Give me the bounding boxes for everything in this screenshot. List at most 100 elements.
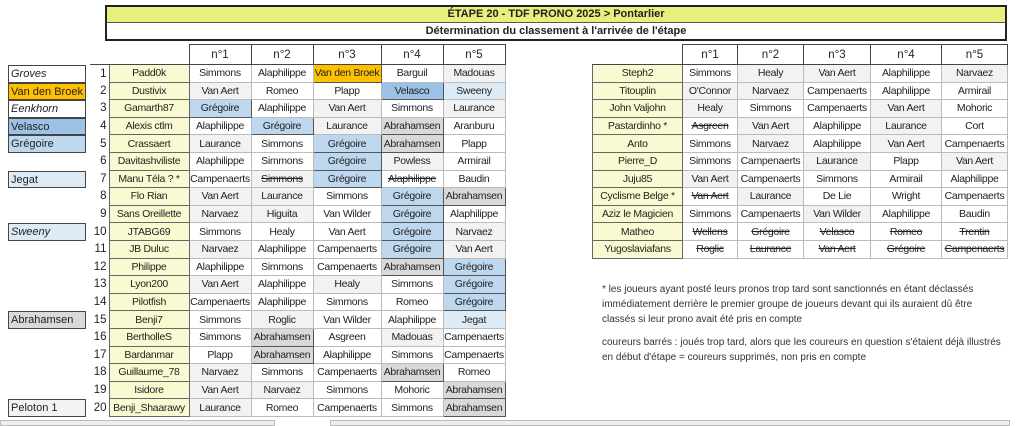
pick-cell[interactable]: Simmons — [682, 64, 738, 83]
pick-cell[interactable]: Van Aert — [870, 134, 942, 153]
pick-cell[interactable]: Simmons — [312, 292, 382, 312]
pick-cell[interactable]: Campenaerts — [188, 169, 252, 189]
pick-cell[interactable]: Asgreen — [312, 327, 382, 347]
pick-cell[interactable]: Cort — [941, 116, 1008, 136]
pick-cell[interactable]: Alaphilippe — [870, 64, 942, 83]
pick-cell[interactable]: Van Aert — [188, 187, 252, 206]
pick-cell[interactable]: Sweeny — [442, 81, 506, 101]
pick-cell[interactable]: Alaphilippe — [803, 134, 871, 153]
pick-cell[interactable]: Laurance — [737, 239, 804, 259]
pick-cell[interactable]: Simmons — [188, 222, 252, 241]
pick-cell[interactable]: Abrahamsen — [380, 257, 444, 277]
pick-cell[interactable]: Simmons — [250, 363, 314, 382]
pick-cell[interactable]: Romeo — [870, 222, 942, 241]
pick-cell[interactable]: Alaphilippe — [803, 116, 871, 136]
pick-cell[interactable]: Narvaez — [737, 81, 804, 101]
pick-cell[interactable]: Higuita — [250, 204, 314, 224]
pick-cell[interactable]: Van Aert — [188, 81, 252, 101]
pick-cell[interactable]: Simmons — [312, 380, 382, 400]
pick-cell[interactable]: Wellens — [682, 222, 738, 241]
pick-cell[interactable]: Alaphilippe — [380, 169, 444, 189]
pick-cell[interactable]: Narvaez — [188, 204, 252, 224]
pick-cell[interactable]: Campenaerts — [312, 363, 382, 382]
pick-cell[interactable]: Abrahamsen — [250, 327, 314, 347]
pick-cell[interactable]: Alaphilippe — [870, 81, 942, 101]
pick-cell[interactable]: Simmons — [682, 134, 738, 153]
pick-cell[interactable]: Laurance — [312, 116, 382, 136]
pick-cell[interactable]: Van Aert — [188, 275, 252, 294]
pick-cell[interactable]: Romeo — [250, 81, 314, 101]
pick-cell[interactable]: Simmons — [682, 151, 738, 171]
pick-cell[interactable]: Romeo — [380, 292, 444, 312]
pick-cell[interactable]: Abrahamsen — [442, 380, 506, 400]
pick-cell[interactable]: Grégoire — [250, 116, 314, 136]
pick-cell[interactable]: Simmons — [682, 204, 738, 224]
pick-cell[interactable]: Alaphilippe — [188, 151, 252, 171]
pick-cell[interactable]: Asgreen — [682, 116, 738, 136]
pick-cell[interactable]: Healy — [682, 99, 738, 118]
pick-cell[interactable]: Velasco — [803, 222, 871, 241]
horizontal-scrollbar[interactable] — [0, 420, 275, 426]
pick-cell[interactable]: Van Aert — [312, 99, 382, 118]
pick-cell[interactable]: Alaphilippe — [941, 169, 1008, 189]
pick-cell[interactable]: Grégoire — [188, 99, 252, 118]
pick-cell[interactable]: Romeo — [250, 398, 314, 417]
pick-cell[interactable]: Grégoire — [312, 169, 382, 189]
pick-cell[interactable]: Narvaez — [442, 222, 506, 241]
pick-cell[interactable]: Van Wilder — [312, 204, 382, 224]
pick-cell[interactable]: Campenaerts — [737, 151, 804, 171]
pick-cell[interactable]: Abrahamsen — [380, 134, 444, 153]
pick-cell[interactable]: De Lie — [803, 187, 871, 206]
pick-cell[interactable]: Baudin — [442, 169, 506, 189]
pick-cell[interactable]: Campenaerts — [312, 239, 382, 259]
pick-cell[interactable]: Grégoire — [380, 222, 444, 241]
pick-cell[interactable]: Campenaerts — [941, 239, 1008, 259]
pick-cell[interactable]: Healy — [737, 64, 804, 83]
pick-cell[interactable]: Simmons — [380, 99, 444, 118]
pick-cell[interactable]: Alaphilippe — [250, 292, 314, 312]
pick-cell[interactable]: Powless — [380, 151, 444, 171]
pick-cell[interactable]: Campenaerts — [442, 345, 506, 365]
pick-cell[interactable]: Van Aert — [737, 116, 804, 136]
pick-cell[interactable]: Alaphilippe — [188, 116, 252, 136]
pick-cell[interactable]: O'Connor — [682, 81, 738, 101]
pick-cell[interactable]: Alaphilippe — [188, 257, 252, 277]
pick-cell[interactable]: Campenaerts — [941, 134, 1008, 153]
pick-cell[interactable]: Jegat — [442, 310, 506, 329]
pick-cell[interactable]: Campenaerts — [737, 169, 804, 189]
pick-cell[interactable]: Laurance — [442, 99, 506, 118]
pick-cell[interactable]: Barguil — [380, 64, 444, 83]
pick-cell[interactable]: Alaphilippe — [380, 310, 444, 329]
pick-cell[interactable]: Van Aert — [803, 239, 871, 259]
pick-cell[interactable]: Alaphilippe — [442, 204, 506, 224]
pick-cell[interactable]: Grégoire — [442, 292, 506, 312]
pick-cell[interactable]: Abrahamsen — [250, 345, 314, 365]
pick-cell[interactable]: Wright — [870, 187, 942, 206]
pick-cell[interactable]: Simmons — [250, 134, 314, 153]
pick-cell[interactable]: Van Aert — [682, 169, 738, 189]
pick-cell[interactable]: Alaphilippe — [870, 204, 942, 224]
pick-cell[interactable]: Mohoric — [941, 99, 1008, 118]
pick-cell[interactable]: Laurance — [250, 187, 314, 206]
pick-cell[interactable]: Grégoire — [380, 239, 444, 259]
pick-cell[interactable]: Grégoire — [870, 239, 942, 259]
pick-cell[interactable]: Laurance — [188, 134, 252, 153]
pick-cell[interactable]: Van Aert — [442, 239, 506, 259]
pick-cell[interactable]: Van Wilder — [312, 310, 382, 329]
pick-cell[interactable]: Alaphilippe — [312, 345, 382, 365]
pick-cell[interactable]: Van den Broek — [312, 64, 382, 83]
pick-cell[interactable]: Grégoire — [442, 275, 506, 294]
horizontal-scrollbar[interactable] — [330, 420, 1010, 426]
pick-cell[interactable]: Campenaerts — [312, 398, 382, 417]
pick-cell[interactable]: Baudin — [941, 204, 1008, 224]
pick-cell[interactable]: Madouas — [380, 327, 444, 347]
pick-cell[interactable]: Trentin — [941, 222, 1008, 241]
pick-cell[interactable]: Armirail — [941, 81, 1008, 101]
pick-cell[interactable]: Healy — [312, 275, 382, 294]
pick-cell[interactable]: Narvaez — [737, 134, 804, 153]
pick-cell[interactable]: Simmons — [188, 327, 252, 347]
pick-cell[interactable]: Grégoire — [380, 204, 444, 224]
pick-cell[interactable]: Campenaerts — [737, 204, 804, 224]
pick-cell[interactable]: Armirail — [870, 169, 942, 189]
pick-cell[interactable]: Simmons — [188, 64, 252, 83]
